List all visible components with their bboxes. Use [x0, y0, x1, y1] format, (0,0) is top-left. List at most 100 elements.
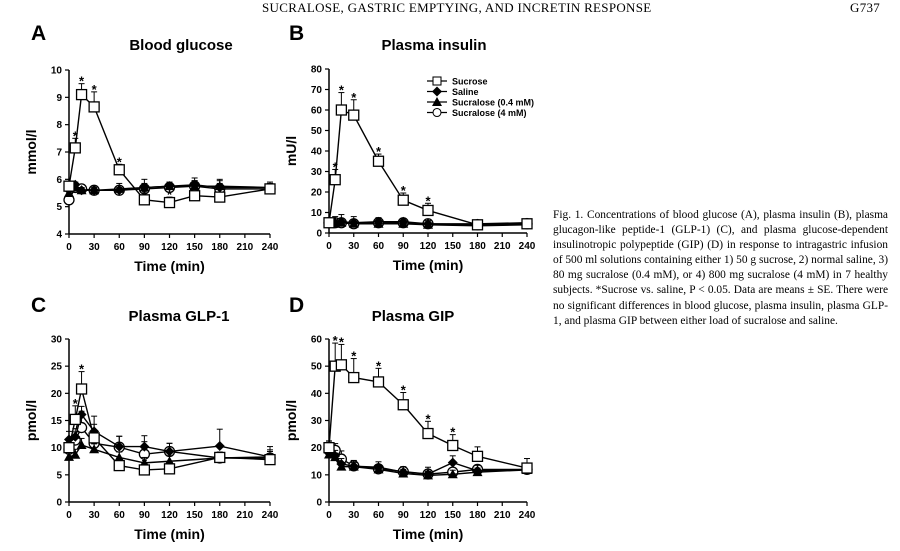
data-point: [336, 458, 347, 469]
data-point: [214, 441, 225, 452]
data-point: [264, 183, 276, 195]
data-point: [422, 427, 434, 440]
data-point: [422, 204, 434, 217]
significance-star: *: [142, 187, 148, 202]
data-point: [214, 451, 226, 464]
data-point: [330, 450, 341, 461]
data-point: [521, 462, 533, 474]
y-tick-label: 60: [311, 335, 323, 346]
data-point: [63, 180, 75, 192]
x-tick-label: 150: [186, 510, 203, 521]
significance-star: *: [333, 333, 339, 348]
x-tick-label: 0: [326, 241, 332, 252]
y-tick-label: 6: [56, 175, 62, 186]
x-tick-label: 0: [66, 510, 72, 521]
series-sucrose: [323, 342, 533, 474]
y-axis-label: mU/l: [283, 136, 299, 166]
x-tick-label: 0: [66, 242, 72, 253]
x-tick-label: 30: [89, 242, 101, 253]
data-point: [70, 449, 81, 459]
panel-title-a: Blood glucose: [129, 37, 233, 54]
data-point: [471, 219, 484, 231]
data-point: [70, 431, 81, 442]
y-tick-label: 10: [311, 208, 323, 219]
x-tick-label: 60: [114, 510, 126, 521]
data-point: [329, 174, 341, 186]
data-point: [113, 459, 125, 472]
data-point: [373, 216, 384, 227]
running-header-page: G737: [850, 0, 881, 15]
data-point: [372, 155, 385, 167]
data-point: [138, 194, 151, 206]
x-tick-label: 240: [519, 510, 536, 521]
x-tick-label: 90: [398, 510, 410, 521]
data-point: [397, 399, 409, 411]
significance-star: *: [450, 425, 456, 440]
x-tick-label: 150: [444, 241, 461, 252]
x-tick-label: 240: [262, 510, 279, 521]
panel-letter-b: B: [289, 22, 305, 45]
data-point: [188, 190, 201, 202]
y-tick-label: 5: [56, 202, 62, 213]
x-axis-label: Time (min): [134, 258, 205, 274]
data-point: [521, 218, 533, 230]
data-point: [139, 441, 150, 452]
series-sucrose: [63, 83, 276, 209]
data-point: [214, 182, 225, 193]
y-tick-label: 25: [51, 362, 63, 373]
significance-star: *: [376, 358, 382, 373]
x-tick-label: 30: [348, 241, 360, 252]
x-axis-label: Time (min): [393, 257, 464, 273]
legend-marker: [432, 86, 442, 97]
data-point: [163, 196, 176, 209]
data-point: [214, 191, 226, 203]
x-tick-label: 60: [114, 242, 126, 253]
legend-marker: [432, 97, 442, 106]
data-point: [164, 446, 175, 457]
y-tick-label: 8: [56, 120, 62, 131]
x-tick-label: 90: [139, 242, 151, 253]
significance-star: *: [73, 128, 79, 143]
y-axis-label: pmol/l: [283, 400, 299, 441]
significance-star: *: [142, 456, 148, 471]
significance-star: *: [351, 90, 357, 105]
data-point: [335, 104, 348, 116]
significance-star: *: [117, 154, 123, 169]
significance-star: *: [333, 159, 339, 174]
legend-label: Sucralose (4 mM): [452, 108, 527, 118]
data-point: [114, 452, 125, 462]
x-tick-label: 90: [398, 241, 410, 252]
data-point: [88, 432, 100, 444]
data-point: [113, 164, 125, 176]
data-point: [89, 185, 100, 196]
y-tick-label: 10: [51, 443, 63, 454]
significance-star: *: [401, 383, 407, 398]
y-tick-label: 10: [311, 470, 323, 481]
x-tick-label: 180: [469, 241, 486, 252]
panel-letter-a: A: [31, 22, 47, 45]
y-tick-label: 10: [51, 66, 63, 77]
data-point: [373, 462, 384, 473]
significance-star: *: [376, 144, 382, 159]
data-point: [447, 469, 458, 479]
significance-star: *: [92, 82, 98, 97]
x-tick-label: 120: [161, 242, 178, 253]
data-point: [114, 185, 125, 196]
data-point: [189, 179, 200, 190]
x-axis-label: Time (min): [393, 526, 464, 542]
x-tick-label: 0: [326, 510, 332, 521]
data-point: [323, 217, 335, 229]
y-tick-label: 4: [56, 230, 62, 241]
y-tick-label: 30: [311, 416, 323, 427]
data-point: [89, 444, 100, 454]
data-point: [69, 413, 81, 426]
data-point: [114, 441, 125, 452]
data-point: [323, 442, 335, 454]
y-tick-label: 50: [311, 126, 323, 137]
data-point: [264, 453, 276, 466]
y-tick-label: 30: [51, 335, 63, 346]
x-tick-label: 150: [186, 242, 203, 253]
x-tick-label: 240: [262, 242, 279, 253]
